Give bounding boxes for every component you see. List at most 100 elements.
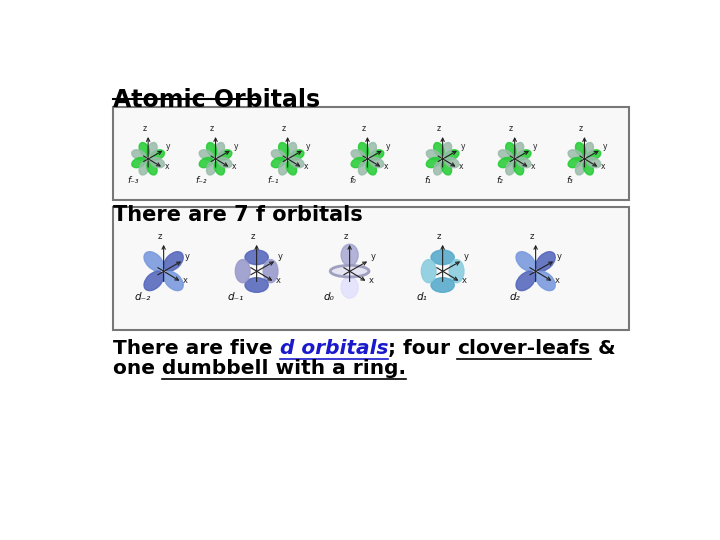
Ellipse shape <box>245 278 269 292</box>
Text: f₁: f₁ <box>425 176 431 185</box>
Text: x: x <box>276 276 281 285</box>
Ellipse shape <box>341 244 358 266</box>
Ellipse shape <box>441 143 451 157</box>
Ellipse shape <box>150 158 164 168</box>
Ellipse shape <box>218 158 232 168</box>
Ellipse shape <box>150 150 164 160</box>
Ellipse shape <box>366 161 377 175</box>
Text: f₋₁: f₋₁ <box>267 176 279 185</box>
Ellipse shape <box>207 161 217 175</box>
Text: z: z <box>158 232 162 241</box>
Text: x: x <box>369 276 374 285</box>
Ellipse shape <box>370 158 384 168</box>
Ellipse shape <box>279 161 289 175</box>
Ellipse shape <box>370 150 384 160</box>
Text: f₂: f₂ <box>497 176 503 185</box>
Ellipse shape <box>199 158 213 168</box>
Ellipse shape <box>215 161 225 175</box>
Ellipse shape <box>498 150 513 160</box>
Text: z: z <box>530 232 534 241</box>
Ellipse shape <box>144 252 163 271</box>
Ellipse shape <box>264 260 278 283</box>
Ellipse shape <box>568 158 582 168</box>
Ellipse shape <box>279 143 289 157</box>
Text: x: x <box>164 161 168 171</box>
Ellipse shape <box>199 150 213 160</box>
Text: z: z <box>509 124 513 133</box>
Text: y: y <box>233 142 238 151</box>
Ellipse shape <box>426 150 441 160</box>
FancyBboxPatch shape <box>113 207 629 330</box>
Text: d₀: d₀ <box>323 292 334 302</box>
FancyBboxPatch shape <box>113 107 629 200</box>
Ellipse shape <box>245 250 269 265</box>
Text: d orbitals: d orbitals <box>280 339 388 358</box>
Text: d₋₁: d₋₁ <box>228 292 244 302</box>
Text: y: y <box>278 253 283 261</box>
Ellipse shape <box>575 161 586 175</box>
Ellipse shape <box>516 271 536 291</box>
Ellipse shape <box>421 260 436 283</box>
Ellipse shape <box>147 143 157 157</box>
Ellipse shape <box>445 158 459 168</box>
Ellipse shape <box>351 150 365 160</box>
Ellipse shape <box>359 143 369 157</box>
Text: x: x <box>183 276 188 285</box>
Ellipse shape <box>235 260 250 283</box>
Text: There are five: There are five <box>113 339 280 358</box>
Text: x: x <box>459 161 464 171</box>
Text: x: x <box>232 161 236 171</box>
Text: y: y <box>166 142 171 151</box>
Ellipse shape <box>587 158 600 168</box>
Text: one: one <box>113 359 162 378</box>
Text: &: & <box>590 339 616 358</box>
Ellipse shape <box>215 143 225 157</box>
Ellipse shape <box>426 158 441 168</box>
Text: y: y <box>557 253 562 261</box>
Text: x: x <box>462 276 467 285</box>
Ellipse shape <box>341 276 358 298</box>
Ellipse shape <box>583 143 593 157</box>
Ellipse shape <box>517 158 531 168</box>
Ellipse shape <box>431 250 454 265</box>
Ellipse shape <box>568 150 582 160</box>
Text: x: x <box>304 161 308 171</box>
Text: dumbbell with a ring.: dumbbell with a ring. <box>162 359 406 378</box>
Ellipse shape <box>132 158 146 168</box>
Ellipse shape <box>359 161 369 175</box>
Text: d₂: d₂ <box>509 292 520 302</box>
Ellipse shape <box>287 143 297 157</box>
Ellipse shape <box>536 271 555 291</box>
Text: y: y <box>533 142 537 151</box>
Text: x: x <box>531 161 536 171</box>
Text: z: z <box>343 232 348 241</box>
Text: z: z <box>251 232 255 241</box>
Ellipse shape <box>132 150 146 160</box>
Text: d₋₂: d₋₂ <box>135 292 150 302</box>
Text: z: z <box>436 232 441 241</box>
Text: y: y <box>461 142 465 151</box>
Ellipse shape <box>575 143 586 157</box>
Text: Atomic Orbitals: Atomic Orbitals <box>113 88 320 112</box>
Ellipse shape <box>583 161 593 175</box>
Text: ; four: ; four <box>388 339 457 358</box>
Text: clover-leafs: clover-leafs <box>457 339 590 358</box>
Ellipse shape <box>431 278 454 292</box>
Ellipse shape <box>287 161 297 175</box>
Text: y: y <box>371 253 376 261</box>
Text: y: y <box>184 253 189 261</box>
Text: x: x <box>600 161 605 171</box>
Ellipse shape <box>330 265 369 277</box>
Text: z: z <box>282 124 286 133</box>
Ellipse shape <box>290 150 304 160</box>
Ellipse shape <box>290 158 304 168</box>
Text: f₀: f₀ <box>349 176 356 185</box>
Ellipse shape <box>505 143 516 157</box>
Ellipse shape <box>163 271 183 291</box>
Ellipse shape <box>587 150 600 160</box>
Ellipse shape <box>139 161 150 175</box>
Ellipse shape <box>433 161 444 175</box>
Text: d₁: d₁ <box>416 292 427 302</box>
Ellipse shape <box>218 150 232 160</box>
Text: z: z <box>361 124 366 133</box>
